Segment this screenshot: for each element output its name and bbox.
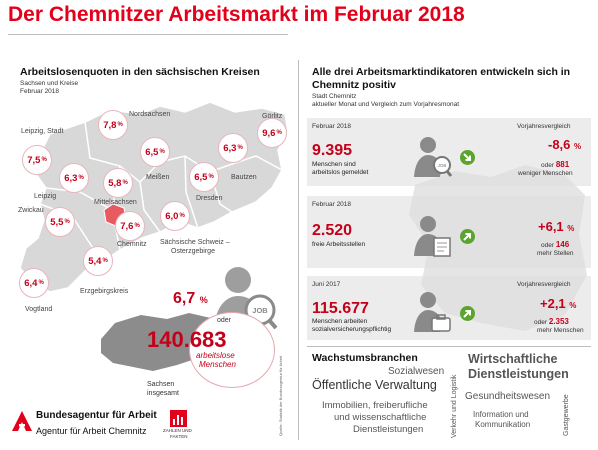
region-bautzen: Bautzen	[231, 174, 257, 181]
ind1-count-label: weniger Menschen	[518, 170, 573, 177]
saxony-count-label-1: arbeitslose	[196, 351, 235, 360]
saxony-label-2: insgesamt	[147, 390, 179, 397]
ind3-period: Juni 2017	[312, 281, 341, 288]
ind3-pct: +2,1 %	[540, 296, 577, 311]
ind1-label-1: Menschen sind	[312, 161, 356, 168]
ba-chemnitz: Agentur für Arbeit Chemnitz	[36, 426, 147, 436]
branch-wirtschaftliche-1: Wirtschaftliche	[468, 352, 558, 366]
trend-up-arrow-icon	[460, 306, 475, 321]
chemnitz-silhouette	[409, 165, 587, 331]
ind3-label-2: sozialversicherungspflichtig	[312, 326, 392, 333]
quote-vogtland: 6,4%	[19, 268, 49, 298]
region-erzgebirgskreis: Erzgebirgskreis	[80, 288, 129, 295]
employee-icon	[414, 292, 451, 332]
right-heading-1: Alle drei Arbeitsmarktindikatoren entwic…	[312, 66, 571, 78]
quote-goerlitz: 9,6%	[257, 118, 287, 148]
branch-verkehr: Verkehr und Logistik	[451, 374, 458, 438]
region-leipzig-stadt: Leipzig, Stadt	[21, 128, 64, 135]
ind1-pct: -8,6 %	[548, 137, 582, 152]
ind2-pct: +6,1 %	[538, 219, 575, 234]
trend-up-arrow-icon	[460, 229, 475, 244]
quote-meissen: 6,5%	[140, 137, 170, 167]
left-date: Februar 2018	[20, 88, 60, 95]
saxony-count-label-2: Menschen	[199, 360, 236, 369]
branch-immobilien-3: Dienstleistungen	[353, 424, 424, 435]
ba-name: Bundesagentur für Arbeit	[36, 410, 157, 421]
branch-gesundheitswesen: Gesundheitswesen	[465, 391, 551, 402]
quote-zwickau: 5,5%	[45, 207, 75, 237]
quote-nordsachsen: 7,8%	[98, 110, 128, 140]
quote-leipzig-stadt: 7,5%	[22, 145, 52, 175]
ind1-vergleich: Vorjahresvergleich	[517, 123, 571, 130]
quote-saechsische-schweiz: 6,0%	[160, 201, 190, 231]
saxony-label: Sachsen	[147, 381, 175, 388]
ind2-count: oder 146	[541, 240, 570, 249]
branch-immobilien-2: und wissenschaftliche	[334, 412, 427, 423]
right-heading-2: Chemnitz positiv	[312, 79, 397, 91]
region-zwickau: Zwickau	[18, 207, 44, 214]
branch-oeffentliche-verwaltung: Öffentliche Verwaltung	[312, 378, 437, 392]
saxony-count: 140.683	[147, 327, 227, 352]
ind2-label-1: freie Arbeitsstellen	[312, 241, 366, 248]
quote-chemnitz: 7,6%	[115, 211, 145, 241]
vertical-divider	[298, 60, 299, 440]
growth-rule	[307, 346, 591, 347]
page-title: Der Chemnitzer Arbeitsmarkt im Februar 2…	[8, 3, 465, 26]
zahlen-label-1: ZAHLEN UND	[163, 428, 192, 433]
growth-heading: Wachstumsbranchen	[312, 352, 418, 364]
ind3-count: oder 2.353	[534, 317, 569, 326]
region-mittelsachsen: Mittelsachsen	[94, 199, 137, 206]
right-subtitle: Stadt Chemnitz	[312, 93, 357, 100]
ba-logo-icon	[12, 411, 32, 431]
ind1-value: 9.395	[312, 142, 353, 159]
branch-gastgewerbe: Gastgewerbe	[563, 394, 570, 436]
left-heading: Arbeitslosenquoten in den sächsischen Kr…	[20, 66, 260, 78]
source-note: Quelle: Statistik der Bundesagentur für …	[278, 355, 283, 436]
region-vogtland: Vogtland	[25, 306, 53, 313]
zahlen-label-2: FAKTEN	[170, 434, 188, 439]
region-osterzgebirge: Osterzgebirge	[171, 248, 215, 255]
branch-information-1: Information und	[473, 410, 529, 419]
ind2-value: 2.520	[312, 222, 353, 239]
right-subtitle-2: aktueller Monat und Vergleich zum Vorjah…	[312, 101, 460, 108]
svg-text:JOB: JOB	[252, 306, 268, 315]
ind1-period: Februar 2018	[312, 123, 352, 130]
region-nordsachsen: Nordsachsen	[129, 111, 171, 118]
left-subtitle: Sachsen und Kreise	[20, 80, 79, 87]
saxony-count-bubble	[189, 312, 275, 388]
region-chemnitz: Chemnitz	[117, 241, 147, 248]
region-goerlitz: Görlitz	[262, 113, 283, 120]
left-top-rule	[8, 34, 288, 35]
source-note-area: Quelle: Statistik der Bundesagentur für …	[278, 336, 288, 440]
branch-information-2: Kommunikation	[475, 420, 531, 429]
branch-immobilien-1: Immobilien, freiberufliche	[322, 400, 428, 411]
job-seeker-icon: JOB	[414, 137, 452, 177]
quote-dresden: 6,5%	[189, 162, 219, 192]
region-saechsische-schweiz: Sächsische Schweiz –	[160, 239, 230, 246]
saxony-oder: oder	[217, 317, 232, 324]
zahlen-fakten-logo-icon	[170, 410, 187, 427]
region-meissen: Meißen	[146, 174, 170, 181]
vacancy-icon	[414, 216, 451, 257]
ind2-period: Februar 2018	[312, 201, 352, 208]
ind3-count-label: mehr Menschen	[537, 327, 584, 334]
svg-text:JOB: JOB	[438, 163, 447, 168]
region-leipzig: Leipzig	[34, 193, 57, 200]
branch-wirtschaftliche-2: Dienstleistungen	[468, 367, 569, 381]
ind1-label-2: arbeitslos gemeldet	[312, 169, 369, 176]
region-dresden: Dresden	[196, 195, 223, 202]
ind3-label-1: Menschen arbeiten	[312, 318, 368, 325]
quote-erzgebirgskreis: 5,4%	[83, 246, 113, 276]
trend-down-arrow-icon	[460, 150, 475, 165]
ind3-vergleich: Vorjahresvergleich	[517, 281, 571, 288]
ind1-count: oder 881	[541, 160, 570, 169]
ind2-count-label: mehr Stellen	[537, 250, 574, 257]
saxony-rate: 6,7 %	[173, 290, 208, 307]
quote-mittelsachsen: 5,8%	[103, 168, 133, 198]
quote-leipzig: 6,3%	[59, 163, 89, 193]
ind3-value: 115.677	[312, 300, 369, 317]
quote-bautzen: 6,3%	[218, 133, 248, 163]
branch-sozialwesen: Sozialwesen	[388, 366, 445, 377]
